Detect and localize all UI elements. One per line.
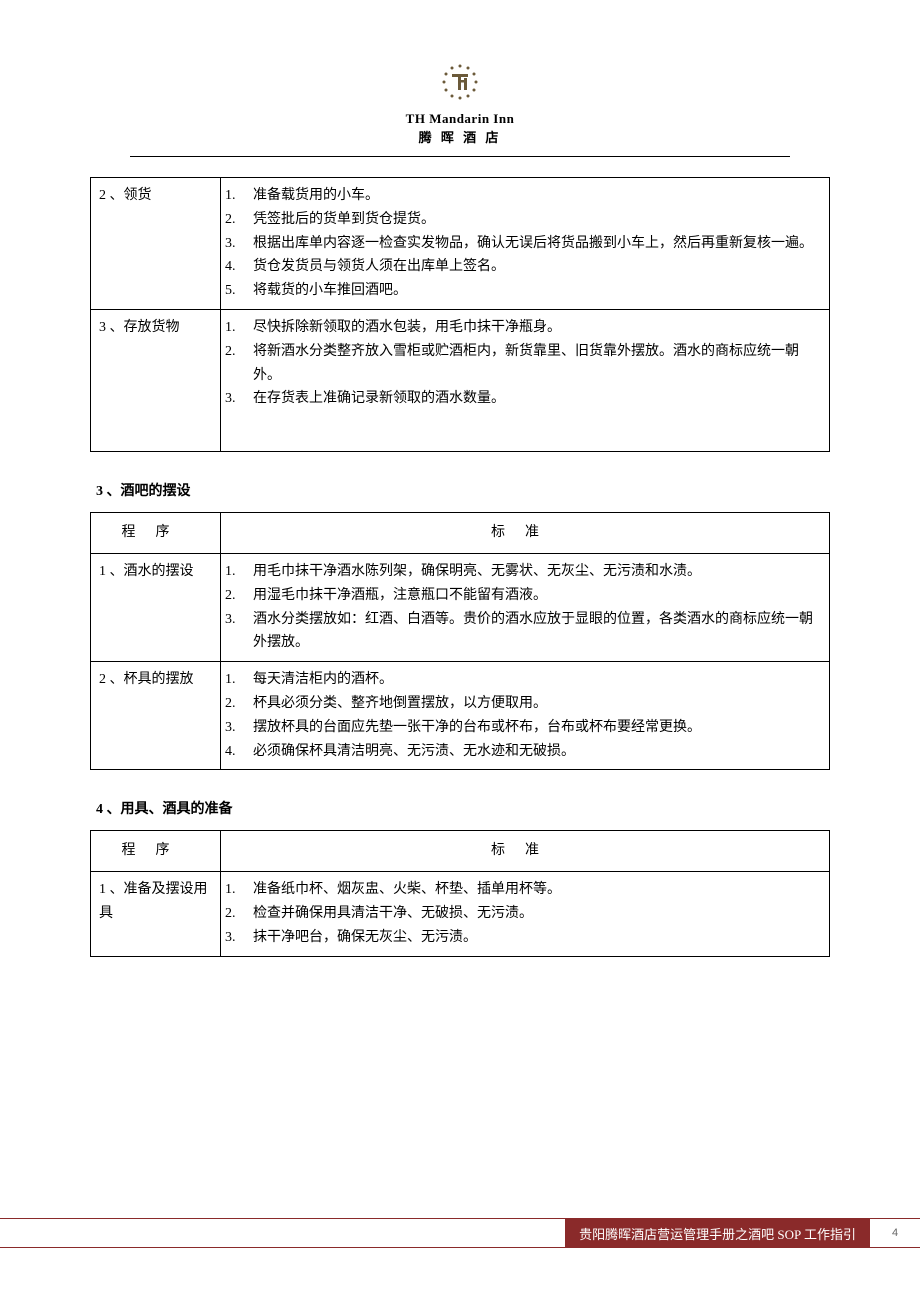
footer-bar: 贵阳腾晖酒店营运管理手册之酒吧 SOP 工作指引 4: [0, 1218, 920, 1248]
th-proc: 程序: [91, 831, 221, 872]
proc-cell: 2 、领货: [91, 178, 221, 310]
th-proc: 程序: [91, 513, 221, 554]
table-row: 1 、准备及摆设用具 1.准备纸巾杯、烟灰盅、火柴、杯垫、插单用杯等。 2.检查…: [91, 872, 830, 956]
table-row: 2 、杯具的摆放 1.每天清洁柜内的酒杯。 2.杯具必须分类、整齐地倒置摆放，以…: [91, 662, 830, 770]
th-std: 标准: [221, 831, 830, 872]
divider: [130, 156, 790, 157]
logo-icon: [438, 60, 482, 104]
logo-block: TH Mandarin Inn 腾 晖 酒 店: [90, 60, 830, 146]
table-continuation: 2 、领货 1.准备载货用的小车。 2.凭签批后的货单到货仓提货。 3.根据出库…: [90, 177, 830, 452]
proc-cell: 1 、酒水的摆设: [91, 553, 221, 661]
table-section-4: 程序 标准 1 、准备及摆设用具 1.准备纸巾杯、烟灰盅、火柴、杯垫、插单用杯等…: [90, 830, 830, 956]
std-cell: 1.每天清洁柜内的酒杯。 2.杯具必须分类、整齐地倒置摆放，以方便取用。 3.摆…: [221, 662, 830, 770]
section-title-3: 3 、酒吧的摆设: [96, 480, 830, 500]
table-header: 程序 标准: [91, 513, 830, 554]
footer-title: 贵阳腾晖酒店营运管理手册之酒吧 SOP 工作指引: [565, 1218, 870, 1248]
proc-cell: 2 、杯具的摆放: [91, 662, 221, 770]
section-title-4: 4 、用具、酒具的准备: [96, 798, 830, 818]
logo-english: TH Mandarin Inn: [90, 111, 830, 127]
proc-cell: 3 、存放货物: [91, 309, 221, 451]
page-number: 4: [870, 1218, 920, 1248]
table-section-3: 程序 标准 1 、酒水的摆设 1.用毛巾抹干净酒水陈列架，确保明亮、无雾状、无灰…: [90, 512, 830, 770]
proc-cell: 1 、准备及摆设用具: [91, 872, 221, 956]
table-row: 2 、领货 1.准备载货用的小车。 2.凭签批后的货单到货仓提货。 3.根据出库…: [91, 178, 830, 310]
table-header: 程序 标准: [91, 831, 830, 872]
logo-chinese: 腾 晖 酒 店: [90, 127, 830, 146]
table-row: 3 、存放货物 1.尽快拆除新领取的酒水包装，用毛巾抹干净瓶身。 2.将新酒水分…: [91, 309, 830, 451]
std-cell: 1.准备纸巾杯、烟灰盅、火柴、杯垫、插单用杯等。 2.检查并确保用具清洁干净、无…: [221, 872, 830, 956]
th-std: 标准: [221, 513, 830, 554]
std-cell: 1.准备载货用的小车。 2.凭签批后的货单到货仓提货。 3.根据出库单内容逐一检…: [221, 178, 830, 310]
table-row: 1 、酒水的摆设 1.用毛巾抹干净酒水陈列架，确保明亮、无雾状、无灰尘、无污渍和…: [91, 553, 830, 661]
std-cell: 1.用毛巾抹干净酒水陈列架，确保明亮、无雾状、无灰尘、无污渍和水渍。 2.用湿毛…: [221, 553, 830, 661]
std-cell: 1.尽快拆除新领取的酒水包装，用毛巾抹干净瓶身。 2.将新酒水分类整齐放入雪柜或…: [221, 309, 830, 451]
